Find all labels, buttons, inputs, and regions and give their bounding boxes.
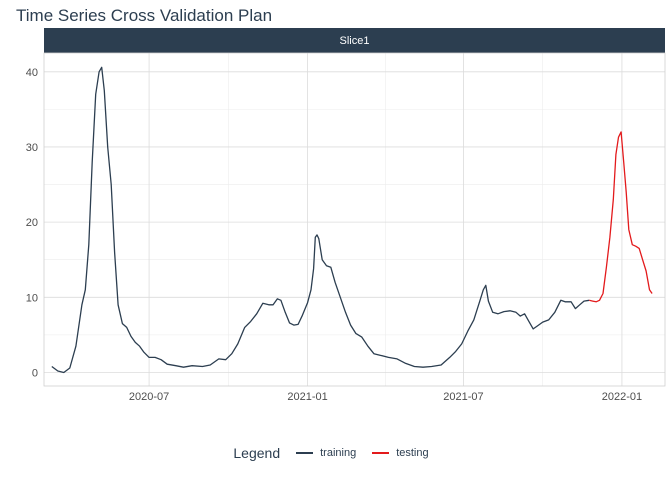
y-tick-label: 30 [26, 142, 38, 154]
series-line-training [51, 66, 590, 374]
panel-border [43, 52, 666, 387]
x-tick-label: 2021-07 [443, 391, 483, 403]
x-tick-label: 2022-01 [602, 391, 642, 403]
facet-strip: Slice1 [44, 28, 665, 53]
legend-title: Legend [233, 445, 281, 461]
y-tick-label: 40 [26, 67, 38, 79]
y-tick-label: 10 [26, 292, 38, 304]
legend-item-testing: testing [372, 447, 429, 459]
series-line-testing [589, 131, 653, 303]
x-tick-label: 2020-07 [129, 391, 169, 403]
x-tick-label: 2021-01 [287, 391, 327, 403]
x-axis: 2020-07 2021-01 2021-07 2022-01 [129, 391, 642, 403]
grid-lines [43, 52, 666, 387]
legend-label-training: training [320, 447, 357, 459]
series-lines [51, 66, 653, 374]
legend-swatch-training [296, 452, 314, 454]
legend-swatch-testing [372, 452, 390, 454]
legend: Legend training testing [0, 445, 672, 461]
y-tick-label: 0 [32, 367, 38, 379]
legend-label-testing: testing [396, 447, 429, 459]
y-tick-label: 20 [26, 217, 38, 229]
chart-title: Time Series Cross Validation Plan [16, 6, 273, 25]
legend-item-training: training [296, 447, 356, 459]
facet-label: Slice1 [339, 34, 370, 47]
y-axis: 0 10 20 30 40 [26, 67, 38, 380]
